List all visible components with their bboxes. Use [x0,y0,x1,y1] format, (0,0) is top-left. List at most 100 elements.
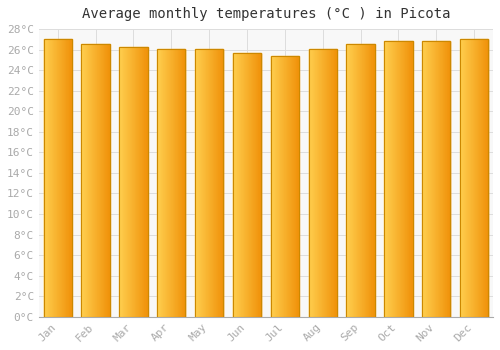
Bar [441,41,442,317]
Bar [239,53,240,317]
Bar [60,39,61,317]
Bar [147,47,148,317]
Bar [293,56,294,317]
Bar [246,53,247,317]
Bar [333,49,334,317]
Bar [126,47,127,317]
Bar [258,53,259,317]
Bar [317,49,318,317]
Bar [472,39,473,317]
Bar [407,41,408,317]
Bar [286,56,287,317]
Bar [179,49,180,317]
Bar [185,49,186,317]
Bar [106,44,107,317]
Bar [295,56,296,317]
Bar [222,49,223,317]
Bar [260,53,261,317]
Bar [201,49,202,317]
Bar [125,47,126,317]
Bar [410,41,411,317]
Bar [326,49,328,317]
Bar [277,56,278,317]
Bar [87,44,88,317]
Bar [354,44,355,317]
Bar [219,49,220,317]
Bar [49,39,50,317]
Bar [136,47,137,317]
Bar [357,44,358,317]
Bar [309,49,310,317]
Bar [247,53,248,317]
Bar [398,41,399,317]
Bar [142,47,143,317]
Bar [61,39,62,317]
Bar [96,44,98,317]
Bar [67,39,68,317]
Bar [235,53,236,317]
Bar [447,41,448,317]
Bar [348,44,349,317]
Bar [465,39,466,317]
Bar [463,39,464,317]
Bar [166,49,167,317]
Bar [365,44,366,317]
Bar [168,49,169,317]
Bar [298,56,299,317]
Bar [278,56,279,317]
Bar [184,49,185,317]
Bar [478,39,479,317]
Bar [105,44,106,317]
Bar [58,39,59,317]
Bar [308,49,337,317]
Bar [212,49,213,317]
Bar [292,56,293,317]
Title: Average monthly temperatures (°C ) in Picota: Average monthly temperatures (°C ) in Pi… [82,7,450,21]
Bar [332,49,333,317]
Bar [384,41,385,317]
Bar [409,41,410,317]
Bar [474,39,476,317]
Bar [170,49,172,317]
Bar [233,53,261,317]
Bar [143,47,144,317]
Bar [352,44,353,317]
Bar [55,39,56,317]
Bar [400,41,402,317]
Bar [481,39,482,317]
Bar [386,41,387,317]
Bar [64,39,65,317]
Bar [314,49,315,317]
Bar [283,56,284,317]
Bar [169,49,170,317]
Bar [371,44,372,317]
Bar [404,41,405,317]
Bar [45,39,46,317]
Bar [47,39,48,317]
Bar [360,44,361,317]
Bar [366,44,367,317]
Bar [53,39,54,317]
Bar [473,39,474,317]
Bar [207,49,208,317]
Bar [445,41,446,317]
Bar [253,53,254,317]
Bar [331,49,332,317]
Bar [70,39,71,317]
Bar [174,49,176,317]
Bar [69,39,70,317]
Bar [362,44,363,317]
Bar [328,49,329,317]
Bar [131,47,132,317]
Bar [205,49,206,317]
Bar [167,49,168,317]
Bar [173,49,174,317]
Bar [329,49,330,317]
Bar [57,39,58,317]
Bar [370,44,371,317]
Bar [351,44,352,317]
Bar [423,41,424,317]
Bar [104,44,105,317]
Bar [221,49,222,317]
Bar [388,41,389,317]
